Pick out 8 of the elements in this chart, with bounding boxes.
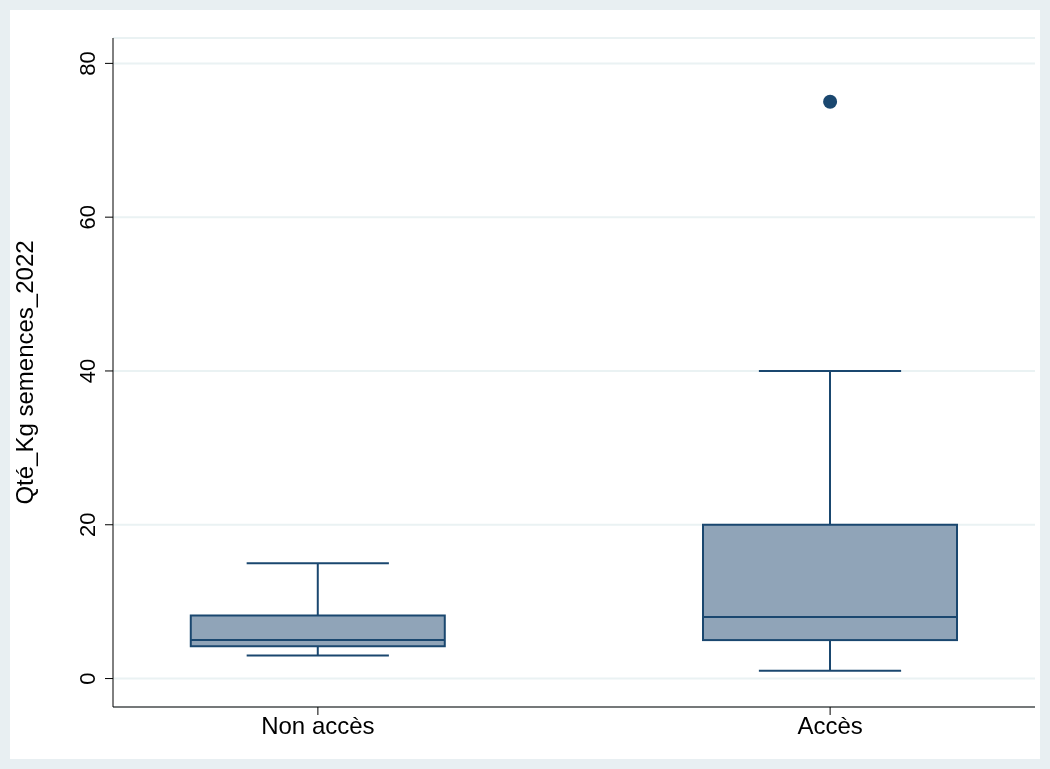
- y-tick-label: 80: [75, 51, 100, 76]
- x-tick-label: Accès: [797, 712, 863, 740]
- x-tick-label: Non accès: [261, 712, 375, 740]
- y-tick-label: 60: [75, 204, 100, 230]
- y-tick-label: 40: [75, 358, 100, 384]
- y-tick-label: 20: [75, 512, 100, 537]
- y-axis-title: Qté_Kg semences_2022: [10, 240, 38, 505]
- y-tick-label: 0: [75, 672, 100, 685]
